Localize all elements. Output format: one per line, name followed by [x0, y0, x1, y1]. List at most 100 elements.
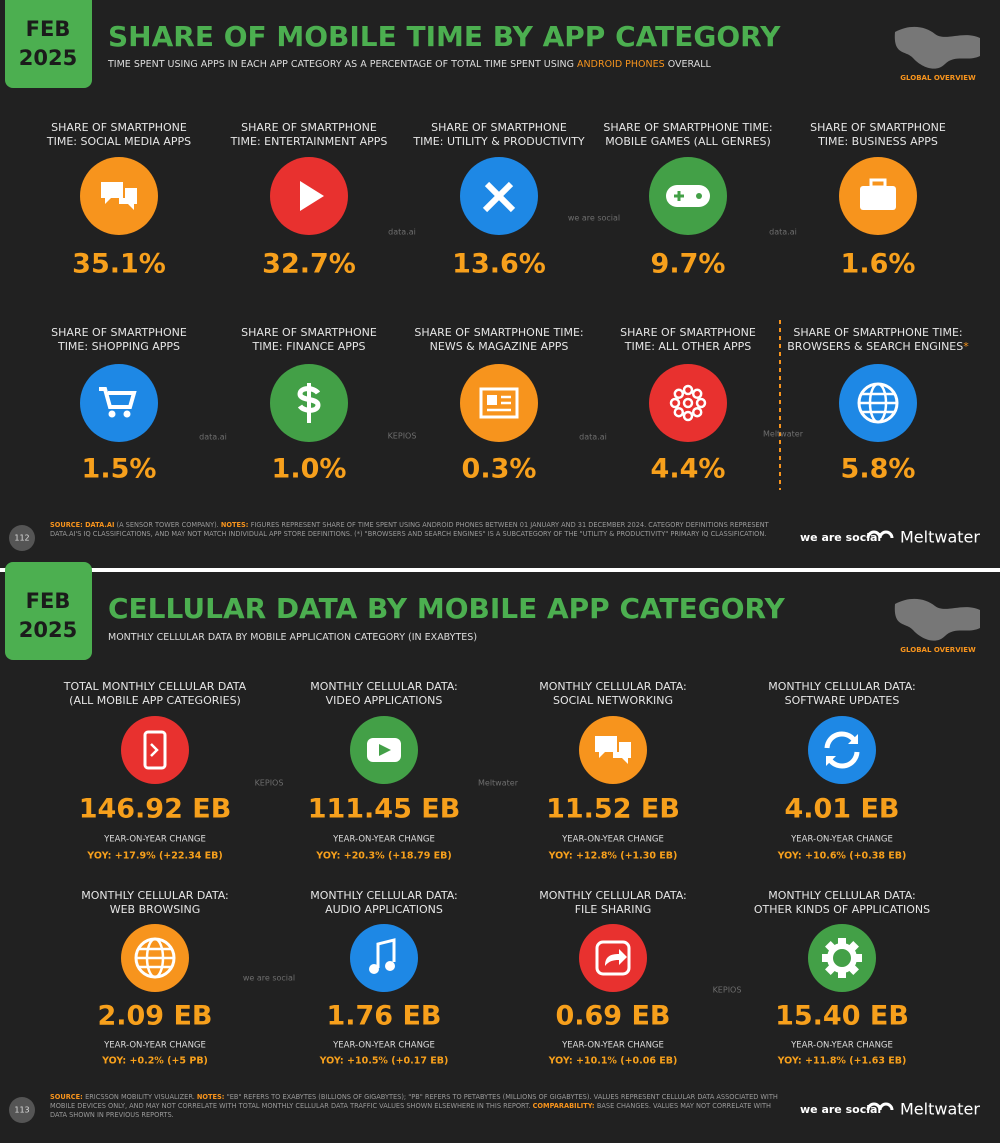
date-badge — [5, 562, 92, 660]
subtitle-part: OVERALL — [665, 59, 712, 70]
item-label: TIME: ALL OTHER APPS — [624, 340, 751, 353]
page-number: 112 — [14, 534, 29, 543]
item-value: 35.1% — [72, 249, 166, 280]
footnote-part: BASE CHANGES. VALUES MAY NOT CORRELATE W… — [50, 1102, 771, 1119]
item-value: 1.0% — [272, 454, 347, 485]
item-icon — [121, 924, 189, 992]
date-badge — [5, 0, 92, 88]
watermark: we are social — [243, 974, 295, 983]
date-month: FEB — [26, 17, 71, 41]
icon-shape — [108, 410, 116, 418]
yoy-value: YOY: +12.8% (+1.30 EB) — [548, 851, 678, 862]
logo-left: we are social — [800, 1103, 881, 1116]
item-label: WEB BROWSING — [110, 903, 201, 916]
icon-shape — [859, 392, 897, 414]
icon-shape — [99, 387, 137, 409]
slide-title: SHARE OF MOBILE TIME BY APP CATEGORY — [108, 20, 781, 53]
yoy-value: YOY: +20.3% (+18.79 EB) — [315, 851, 451, 862]
item-icon — [460, 364, 538, 442]
icon-shape — [123, 410, 131, 418]
slide-subtitle: TIME SPENT USING APPS IN EACH APP CATEGO… — [107, 59, 712, 70]
item-icon — [839, 364, 917, 442]
item-icon — [649, 364, 727, 442]
item-icon — [579, 716, 647, 784]
watermark: data.ai — [769, 228, 797, 237]
item-label: TIME: ENTERTAINMENT APPS — [230, 135, 388, 148]
slide-background — [0, 572, 1000, 1143]
watermark: Meltwater — [478, 779, 519, 788]
logo-mark — [866, 530, 894, 539]
subtitle-part: ANDROID PHONES — [577, 59, 665, 70]
item-label: SOCIAL NETWORKING — [553, 694, 673, 707]
icon-shape — [674, 191, 684, 201]
item-icon — [839, 157, 917, 235]
icon-shape — [595, 736, 617, 758]
item-icon — [579, 924, 647, 992]
page-number: 113 — [14, 1106, 29, 1115]
watermark: we are social — [568, 214, 620, 223]
footnote-part: SOURCE: — [50, 1093, 86, 1101]
icon-shape — [666, 185, 710, 207]
yoy-value: YOY: +10.5% (+0.17 EB) — [319, 1056, 449, 1067]
icon-shape — [682, 410, 694, 422]
item-icon — [649, 157, 727, 235]
footnote-part: NOTES: — [220, 521, 251, 529]
icon-shape — [385, 961, 395, 971]
icon-shape — [479, 387, 519, 419]
item-label: SHARE OF SMARTPHONE — [241, 326, 377, 339]
icon-shape — [150, 743, 159, 757]
item-label: MONTHLY CELLULAR DATA: — [310, 680, 458, 693]
item-label: NEWS & MAGAZINE APPS — [430, 340, 569, 353]
item-label: MOBILE GAMES (ALL GENRES) — [605, 135, 771, 148]
yoy-value: YOY: +0.2% (+5 PB) — [101, 1056, 208, 1067]
watermark: KEPIOS — [388, 432, 417, 441]
item-value: 9.7% — [651, 249, 726, 280]
item-icon — [808, 924, 876, 992]
item-label: SHARE OF SMARTPHONE — [51, 121, 187, 134]
icon-shape — [673, 406, 685, 418]
region-label: GLOBAL OVERVIEW — [900, 74, 976, 82]
footnote-part: "EB" REFERS TO EXABYTES (BILLIONS OF GIG… — [50, 1093, 778, 1110]
item-label: SHARE OF SMARTPHONE — [241, 121, 377, 134]
icon-shape — [695, 397, 707, 409]
item-value: 11.52 EB — [546, 794, 680, 825]
item-value: 4.4% — [651, 454, 726, 485]
yoy-value: YOY: +11.8% (+1.63 EB) — [777, 1056, 907, 1067]
icon-shape — [869, 178, 887, 189]
world-map — [894, 26, 980, 69]
icon-shape — [826, 734, 858, 766]
subtitle-part: TIME SPENT USING APPS IN EACH APP CATEGO… — [107, 59, 577, 70]
watermark: data.ai — [199, 433, 227, 442]
page-badge — [9, 1097, 35, 1123]
item-value: 13.6% — [452, 249, 546, 280]
item-value: 32.7% — [262, 249, 356, 280]
footnote-part: ERICSSON MOBILITY VISUALIZER. — [85, 1093, 197, 1101]
item-value: 4.01 EB — [784, 794, 899, 825]
icon-shape — [376, 938, 396, 968]
icon-shape — [484, 181, 516, 213]
icon-shape — [682, 397, 694, 409]
icon-shape — [827, 943, 857, 973]
yoy-label: YEAR-ON-YEAR CHANGE — [332, 835, 435, 845]
icon-shape — [691, 388, 703, 400]
icon-shape — [369, 964, 379, 974]
item-value: 1.6% — [841, 249, 916, 280]
item-label: SHARE OF SMARTPHONE — [810, 121, 946, 134]
item-label: TIME: SHOPPING APPS — [57, 340, 180, 353]
region-label: GLOBAL OVERVIEW — [900, 646, 976, 654]
item-icon — [808, 716, 876, 784]
item-value: 0.3% — [462, 454, 537, 485]
world-map — [894, 598, 980, 641]
footnote-part: SOURCE: — [50, 521, 86, 529]
item-icon — [350, 924, 418, 992]
yoy-label: YEAR-ON-YEAR CHANGE — [790, 835, 893, 845]
icon-circle — [350, 924, 418, 992]
icon-shape — [605, 949, 627, 966]
slide-background — [0, 0, 1000, 568]
footnote: SOURCE: DATA.AI (A SENSOR TOWER COMPANY)… — [50, 521, 780, 539]
item-icon — [460, 157, 538, 235]
icon-shape — [143, 730, 167, 770]
footnote-part: (A SENSOR TOWER COMPANY). — [114, 521, 221, 529]
icon-shape — [101, 182, 123, 204]
